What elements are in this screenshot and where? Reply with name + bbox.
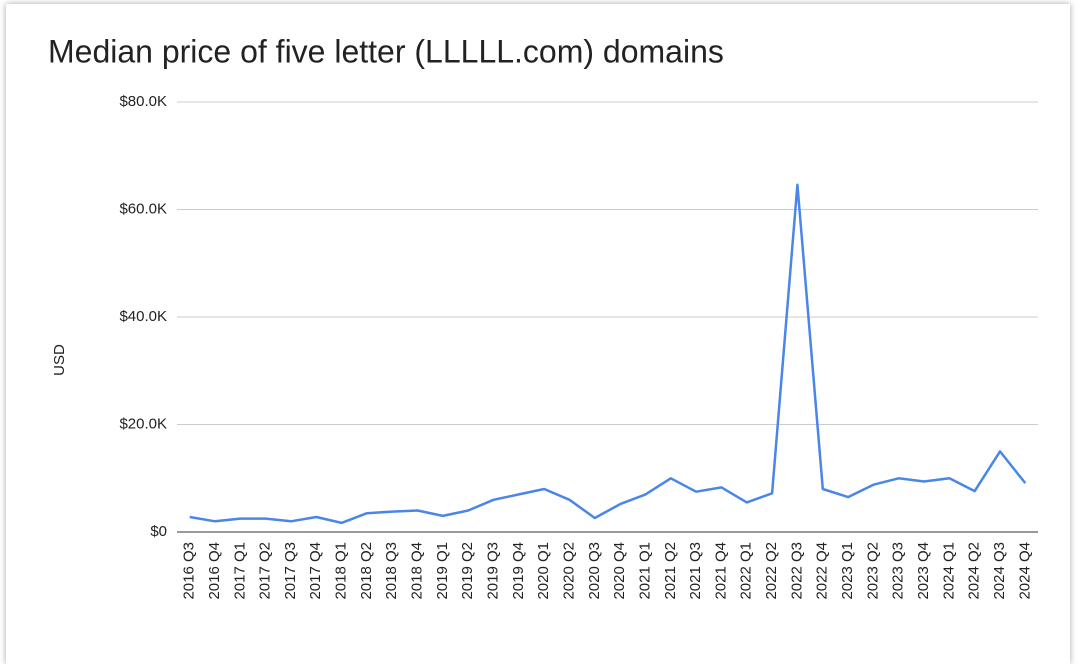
x-tick-label: 2018 Q4	[409, 542, 426, 600]
x-tick-label: 2019 Q1	[434, 542, 451, 600]
x-tick-label: 2024 Q1	[940, 542, 957, 600]
x-tick-label: 2023 Q4	[915, 542, 932, 600]
x-tick-label: 2016 Q4	[206, 542, 223, 600]
x-tick-label: 2020 Q1	[535, 542, 552, 600]
x-tick-label: 2019 Q2	[459, 542, 476, 600]
chart-title: Median price of five letter (LLLLL.com) …	[48, 33, 724, 69]
y-tick-label: $60.0K	[119, 200, 167, 217]
card	[6, 4, 1070, 664]
x-tick-label: 2024 Q4	[1016, 542, 1033, 600]
x-tick-label: 2020 Q2	[560, 542, 577, 600]
x-tick-label: 2018 Q3	[383, 542, 400, 600]
x-tick-label: 2020 Q4	[611, 542, 628, 600]
x-tick-label: 2017 Q4	[307, 542, 324, 600]
x-tick-label: 2018 Q1	[333, 542, 350, 600]
y-tick-label: $0	[150, 523, 167, 540]
x-tick-label: 2021 Q3	[687, 542, 704, 600]
y-axis-label: USD	[51, 344, 68, 376]
x-tick-label: 2018 Q2	[358, 542, 375, 600]
y-tick-label: $80.0K	[119, 93, 167, 110]
x-tick-label: 2021 Q1	[636, 542, 653, 600]
x-tick-label: 2024 Q3	[991, 542, 1008, 600]
x-tick-label: 2022 Q1	[738, 542, 755, 600]
x-tick-label: 2016 Q3	[181, 542, 198, 600]
x-tick-label: 2021 Q4	[712, 542, 729, 600]
x-tick-label: 2020 Q3	[586, 542, 603, 600]
x-tick-label: 2022 Q3	[788, 542, 805, 600]
x-tick-label: 2023 Q3	[890, 542, 907, 600]
x-tick-label: 2017 Q3	[282, 542, 299, 600]
x-tick-label: 2019 Q3	[485, 542, 502, 600]
x-tick-label: 2023 Q2	[864, 542, 881, 600]
x-tick-label: 2022 Q4	[814, 542, 831, 600]
x-tick-label: 2022 Q2	[763, 542, 780, 600]
x-tick-label: 2024 Q2	[966, 542, 983, 600]
x-tick-label: 2019 Q4	[510, 542, 527, 600]
x-tick-label: 2017 Q1	[231, 542, 248, 600]
x-tick-label: 2021 Q2	[662, 542, 679, 600]
line	[189, 183, 1027, 525]
x-tick-label: 2017 Q2	[257, 542, 274, 600]
x-tick-label: 2023 Q1	[839, 542, 856, 600]
y-tick-label: $40.0K	[119, 308, 167, 325]
y-tick-label: $20.0K	[119, 415, 167, 432]
